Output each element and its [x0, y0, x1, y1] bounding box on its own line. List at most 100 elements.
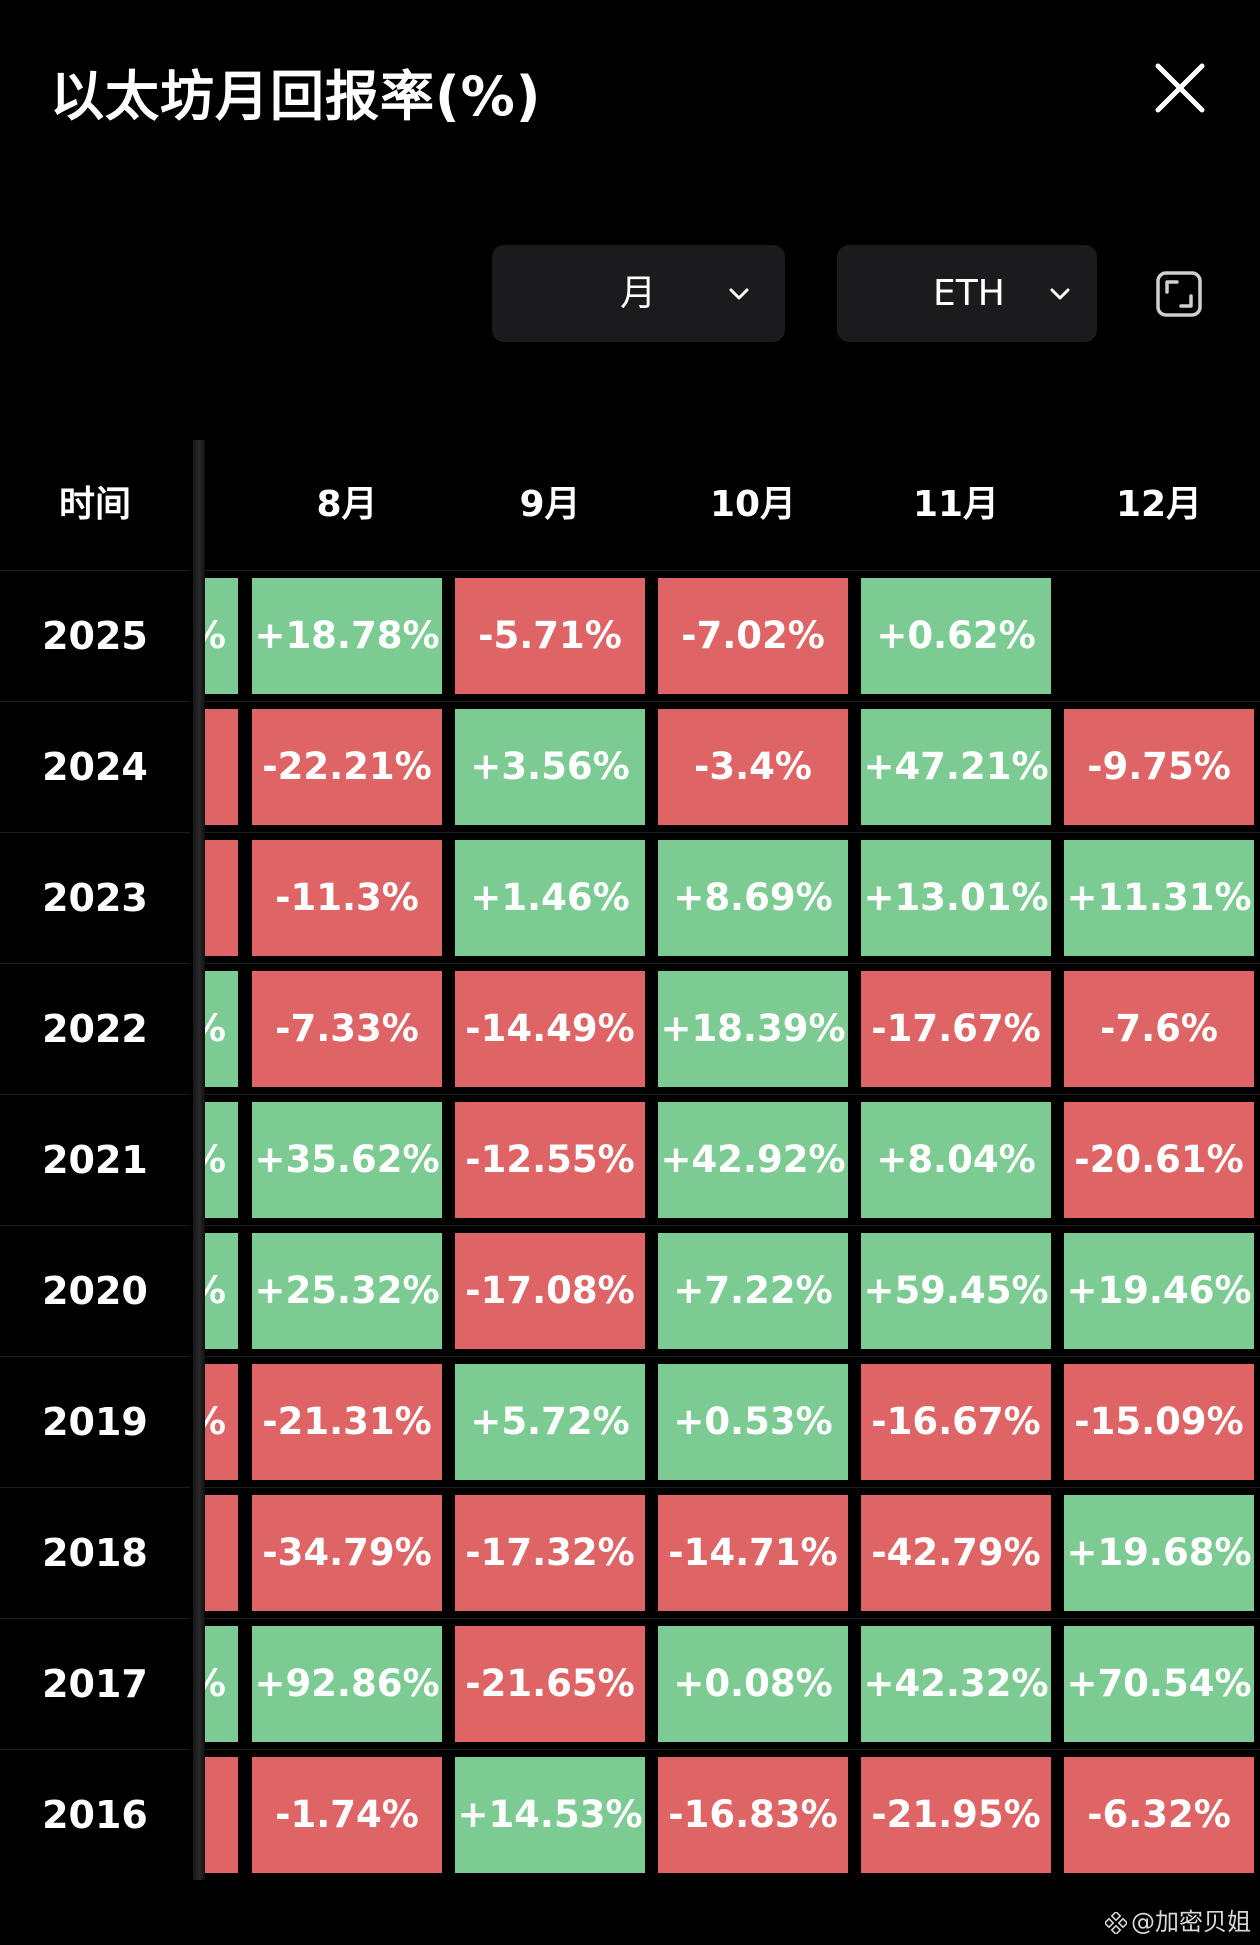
- return-cell[interactable]: +13.01%: [861, 840, 1051, 956]
- return-cell[interactable]: -7.33%: [252, 971, 442, 1087]
- period-dropdown[interactable]: 月: [492, 245, 785, 342]
- return-cell[interactable]: -17.32%: [455, 1495, 645, 1611]
- return-cell[interactable]: -21.31%: [252, 1364, 442, 1480]
- return-cell[interactable]: +19.68%: [1064, 1495, 1254, 1611]
- partial-cell: [205, 709, 238, 825]
- return-cell[interactable]: +59.45%: [861, 1233, 1051, 1349]
- binance-logo-icon: [1105, 1912, 1127, 1934]
- return-cell[interactable]: +0.53%: [658, 1364, 848, 1480]
- return-cell[interactable]: +92.86%: [252, 1626, 442, 1742]
- return-cell[interactable]: -17.67%: [861, 971, 1051, 1087]
- watermark: @加密贝姐: [1105, 1902, 1251, 1937]
- row-separator: [205, 1618, 1260, 1619]
- return-cell[interactable]: +8.04%: [861, 1102, 1051, 1218]
- return-cell[interactable]: +42.32%: [861, 1626, 1051, 1742]
- return-cell[interactable]: -11.3%: [252, 840, 442, 956]
- coin-dropdown[interactable]: ETH: [837, 245, 1097, 342]
- frozen-column-divider: [193, 440, 205, 1880]
- column-header: 8月: [316, 484, 378, 525]
- return-cell[interactable]: -9.75%: [1064, 709, 1254, 825]
- return-cell[interactable]: -1.74%: [252, 1757, 442, 1873]
- return-cell[interactable]: -6.32%: [1064, 1757, 1254, 1873]
- return-cell[interactable]: +0.62%: [861, 578, 1051, 694]
- returns-table[interactable]: 时间 8月9月10月11月12月2025%+18.78%-5.71%-7.02%…: [0, 440, 1260, 1880]
- year-label: 2021: [0, 1094, 190, 1225]
- year-label: 2018: [0, 1487, 190, 1618]
- partial-cell: %: [205, 1364, 238, 1480]
- return-cell[interactable]: -3.4%: [658, 709, 848, 825]
- return-cell[interactable]: +14.53%: [455, 1757, 645, 1873]
- partial-cell-text: %: [205, 1626, 226, 1742]
- partial-cell: [205, 1495, 238, 1611]
- return-cell[interactable]: -12.55%: [455, 1102, 645, 1218]
- return-cell[interactable]: +19.46%: [1064, 1233, 1254, 1349]
- partial-cell-text: %: [205, 1102, 226, 1218]
- row-separator: [205, 1749, 1260, 1750]
- return-cell[interactable]: -22.21%: [252, 709, 442, 825]
- close-button[interactable]: [1150, 58, 1210, 118]
- column-header: 10月: [709, 484, 797, 525]
- page-title: 以太坊月回报率(%): [50, 65, 542, 128]
- return-cell[interactable]: +35.62%: [252, 1102, 442, 1218]
- partial-cell: %: [205, 971, 238, 1087]
- return-cell[interactable]: +3.56%: [455, 709, 645, 825]
- year-label: 2019: [0, 1356, 190, 1487]
- row-separator: [205, 1225, 1260, 1226]
- return-cell[interactable]: +11.31%: [1064, 840, 1254, 956]
- return-cell[interactable]: +42.92%: [658, 1102, 848, 1218]
- return-cell[interactable]: +47.21%: [861, 709, 1051, 825]
- year-label: 2017: [0, 1618, 190, 1749]
- return-cell[interactable]: +18.78%: [252, 578, 442, 694]
- partial-cell-text: %: [205, 578, 226, 694]
- period-dropdown-value: 月: [620, 273, 657, 314]
- row-separator: [205, 832, 1260, 833]
- return-cell[interactable]: -7.02%: [658, 578, 848, 694]
- partial-cell: [205, 840, 238, 956]
- fullscreen-icon: [1156, 271, 1202, 317]
- fullscreen-button[interactable]: [1155, 270, 1203, 318]
- return-cell[interactable]: +0.08%: [658, 1626, 848, 1742]
- return-cell[interactable]: -42.79%: [861, 1495, 1051, 1611]
- row-separator: [205, 701, 1260, 702]
- time-column-header: 时间: [58, 484, 131, 525]
- row-separator: [205, 1356, 1260, 1357]
- return-cell[interactable]: -5.71%: [455, 578, 645, 694]
- chevron-down-icon: [729, 288, 749, 300]
- year-label: 2025: [0, 570, 190, 701]
- watermark-text: @加密贝姐: [1131, 1908, 1251, 1936]
- chevron-down-icon: [1050, 288, 1070, 300]
- return-cell[interactable]: +7.22%: [658, 1233, 848, 1349]
- return-cell[interactable]: -20.61%: [1064, 1102, 1254, 1218]
- return-cell[interactable]: -7.6%: [1064, 971, 1254, 1087]
- partial-cell: %: [205, 578, 238, 694]
- return-cell[interactable]: +1.46%: [455, 840, 645, 956]
- return-cell[interactable]: -14.49%: [455, 971, 645, 1087]
- return-cell[interactable]: -34.79%: [252, 1495, 442, 1611]
- return-cell[interactable]: -16.83%: [658, 1757, 848, 1873]
- year-label: 2024: [0, 701, 190, 832]
- return-cell[interactable]: -21.95%: [861, 1757, 1051, 1873]
- column-header: 9月: [519, 484, 581, 525]
- partial-cell-text: %: [205, 971, 226, 1087]
- return-cell[interactable]: -15.09%: [1064, 1364, 1254, 1480]
- year-label: 2022: [0, 963, 190, 1094]
- return-cell[interactable]: +70.54%: [1064, 1626, 1254, 1742]
- return-cell[interactable]: -14.71%: [658, 1495, 848, 1611]
- year-label: 2016: [0, 1749, 190, 1880]
- row-separator: [205, 963, 1260, 964]
- return-cell[interactable]: -16.67%: [861, 1364, 1051, 1480]
- return-cell[interactable]: +25.32%: [252, 1233, 442, 1349]
- close-icon: [1155, 63, 1205, 113]
- return-cell[interactable]: -17.08%: [455, 1233, 645, 1349]
- partial-cell: %: [205, 1626, 238, 1742]
- year-label: 2023: [0, 832, 190, 963]
- year-label: 2020: [0, 1225, 190, 1356]
- row-separator: [205, 570, 1260, 571]
- return-cell[interactable]: +18.39%: [658, 971, 848, 1087]
- return-cell[interactable]: +5.72%: [455, 1364, 645, 1480]
- return-cell[interactable]: +8.69%: [658, 840, 848, 956]
- coin-dropdown-value: ETH: [933, 273, 1005, 314]
- partial-cell: [205, 1757, 238, 1873]
- column-header: 11月: [912, 484, 1000, 525]
- return-cell[interactable]: -21.65%: [455, 1626, 645, 1742]
